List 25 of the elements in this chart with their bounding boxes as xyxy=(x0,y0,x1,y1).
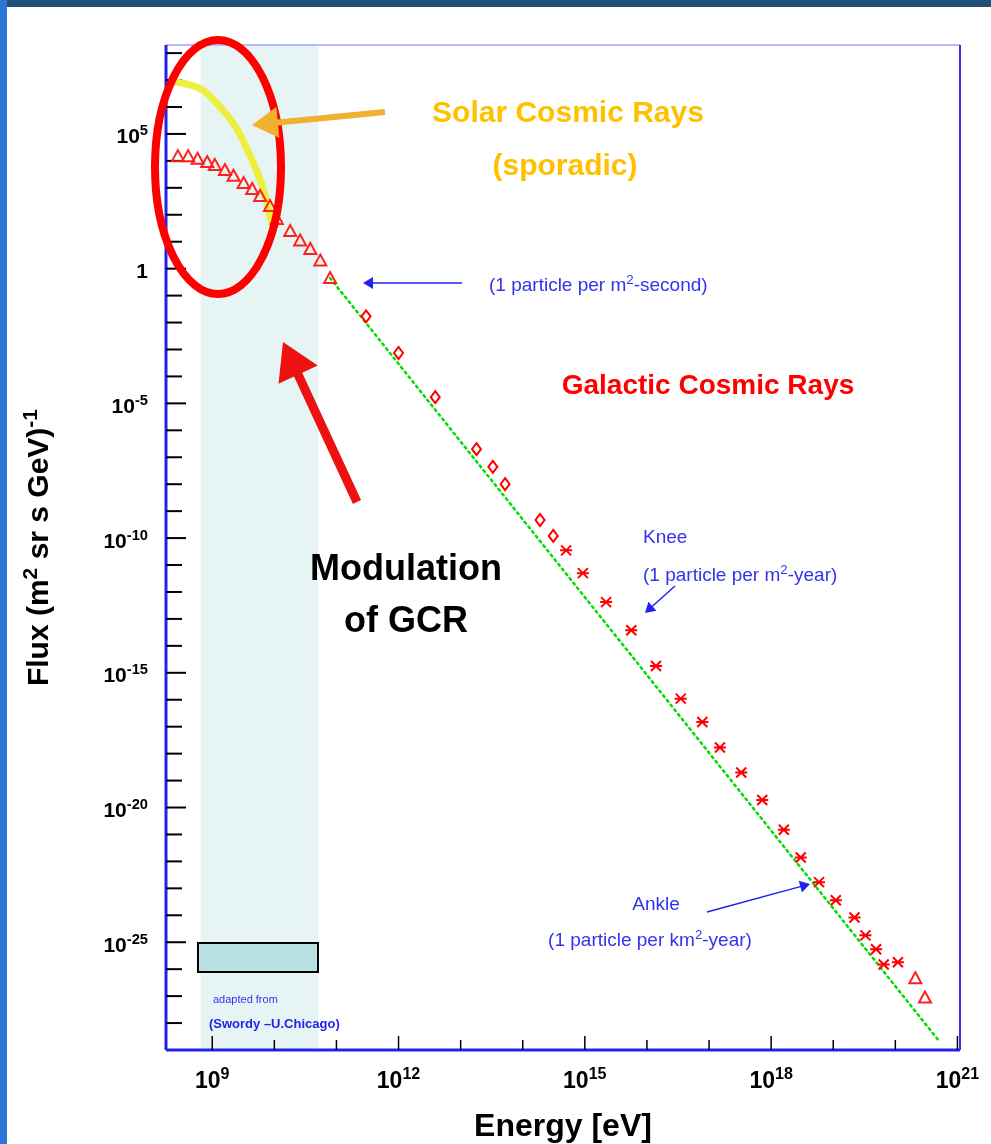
x-axis-title: Energy [eV] xyxy=(474,1107,652,1143)
x-tick-label: 10$^{21}$ xyxy=(935,1064,980,1093)
y-tick-label: 10$^{-5}$ xyxy=(111,391,148,417)
annotation: Modulation xyxy=(310,547,502,588)
y-tick-label: 10$^{-20}$ xyxy=(103,795,148,821)
x-tick-label: 10$^{18}$ xyxy=(749,1064,793,1093)
x-tick-label: 10$^{15}$ xyxy=(563,1064,607,1093)
annotation: adapted from xyxy=(213,993,278,1005)
annotation: Solar Cosmic Rays xyxy=(432,95,704,128)
y-tick-label: 1 xyxy=(136,259,149,283)
annotation: (sporadic) xyxy=(492,148,638,181)
annotation: (1 particle per km$^{2}$-year) xyxy=(548,926,752,950)
x-tick-label: 10$^{9}$ xyxy=(194,1064,230,1093)
y-tick-label: 10$^{-10}$ xyxy=(103,526,148,552)
y-tick-label: 10$^{5}$ xyxy=(116,122,148,148)
annotation: (1 particle per m$^{2}$-second) xyxy=(489,271,708,295)
annotation: (Swordy –U.Chicago) xyxy=(209,1016,340,1031)
y-tick-label: 10$^{-15}$ xyxy=(103,661,148,687)
x-tick-label: 10$^{12}$ xyxy=(376,1064,421,1093)
annotation: Ankle xyxy=(632,893,680,914)
annotation: of GCR xyxy=(344,599,468,640)
annotation: Knee xyxy=(643,526,688,547)
annotation: Galactic Cosmic Rays xyxy=(561,369,855,400)
annotation: (1 particle per m$^{2}$-year) xyxy=(643,561,838,585)
y-tick-label: 10$^{-25}$ xyxy=(103,930,148,956)
